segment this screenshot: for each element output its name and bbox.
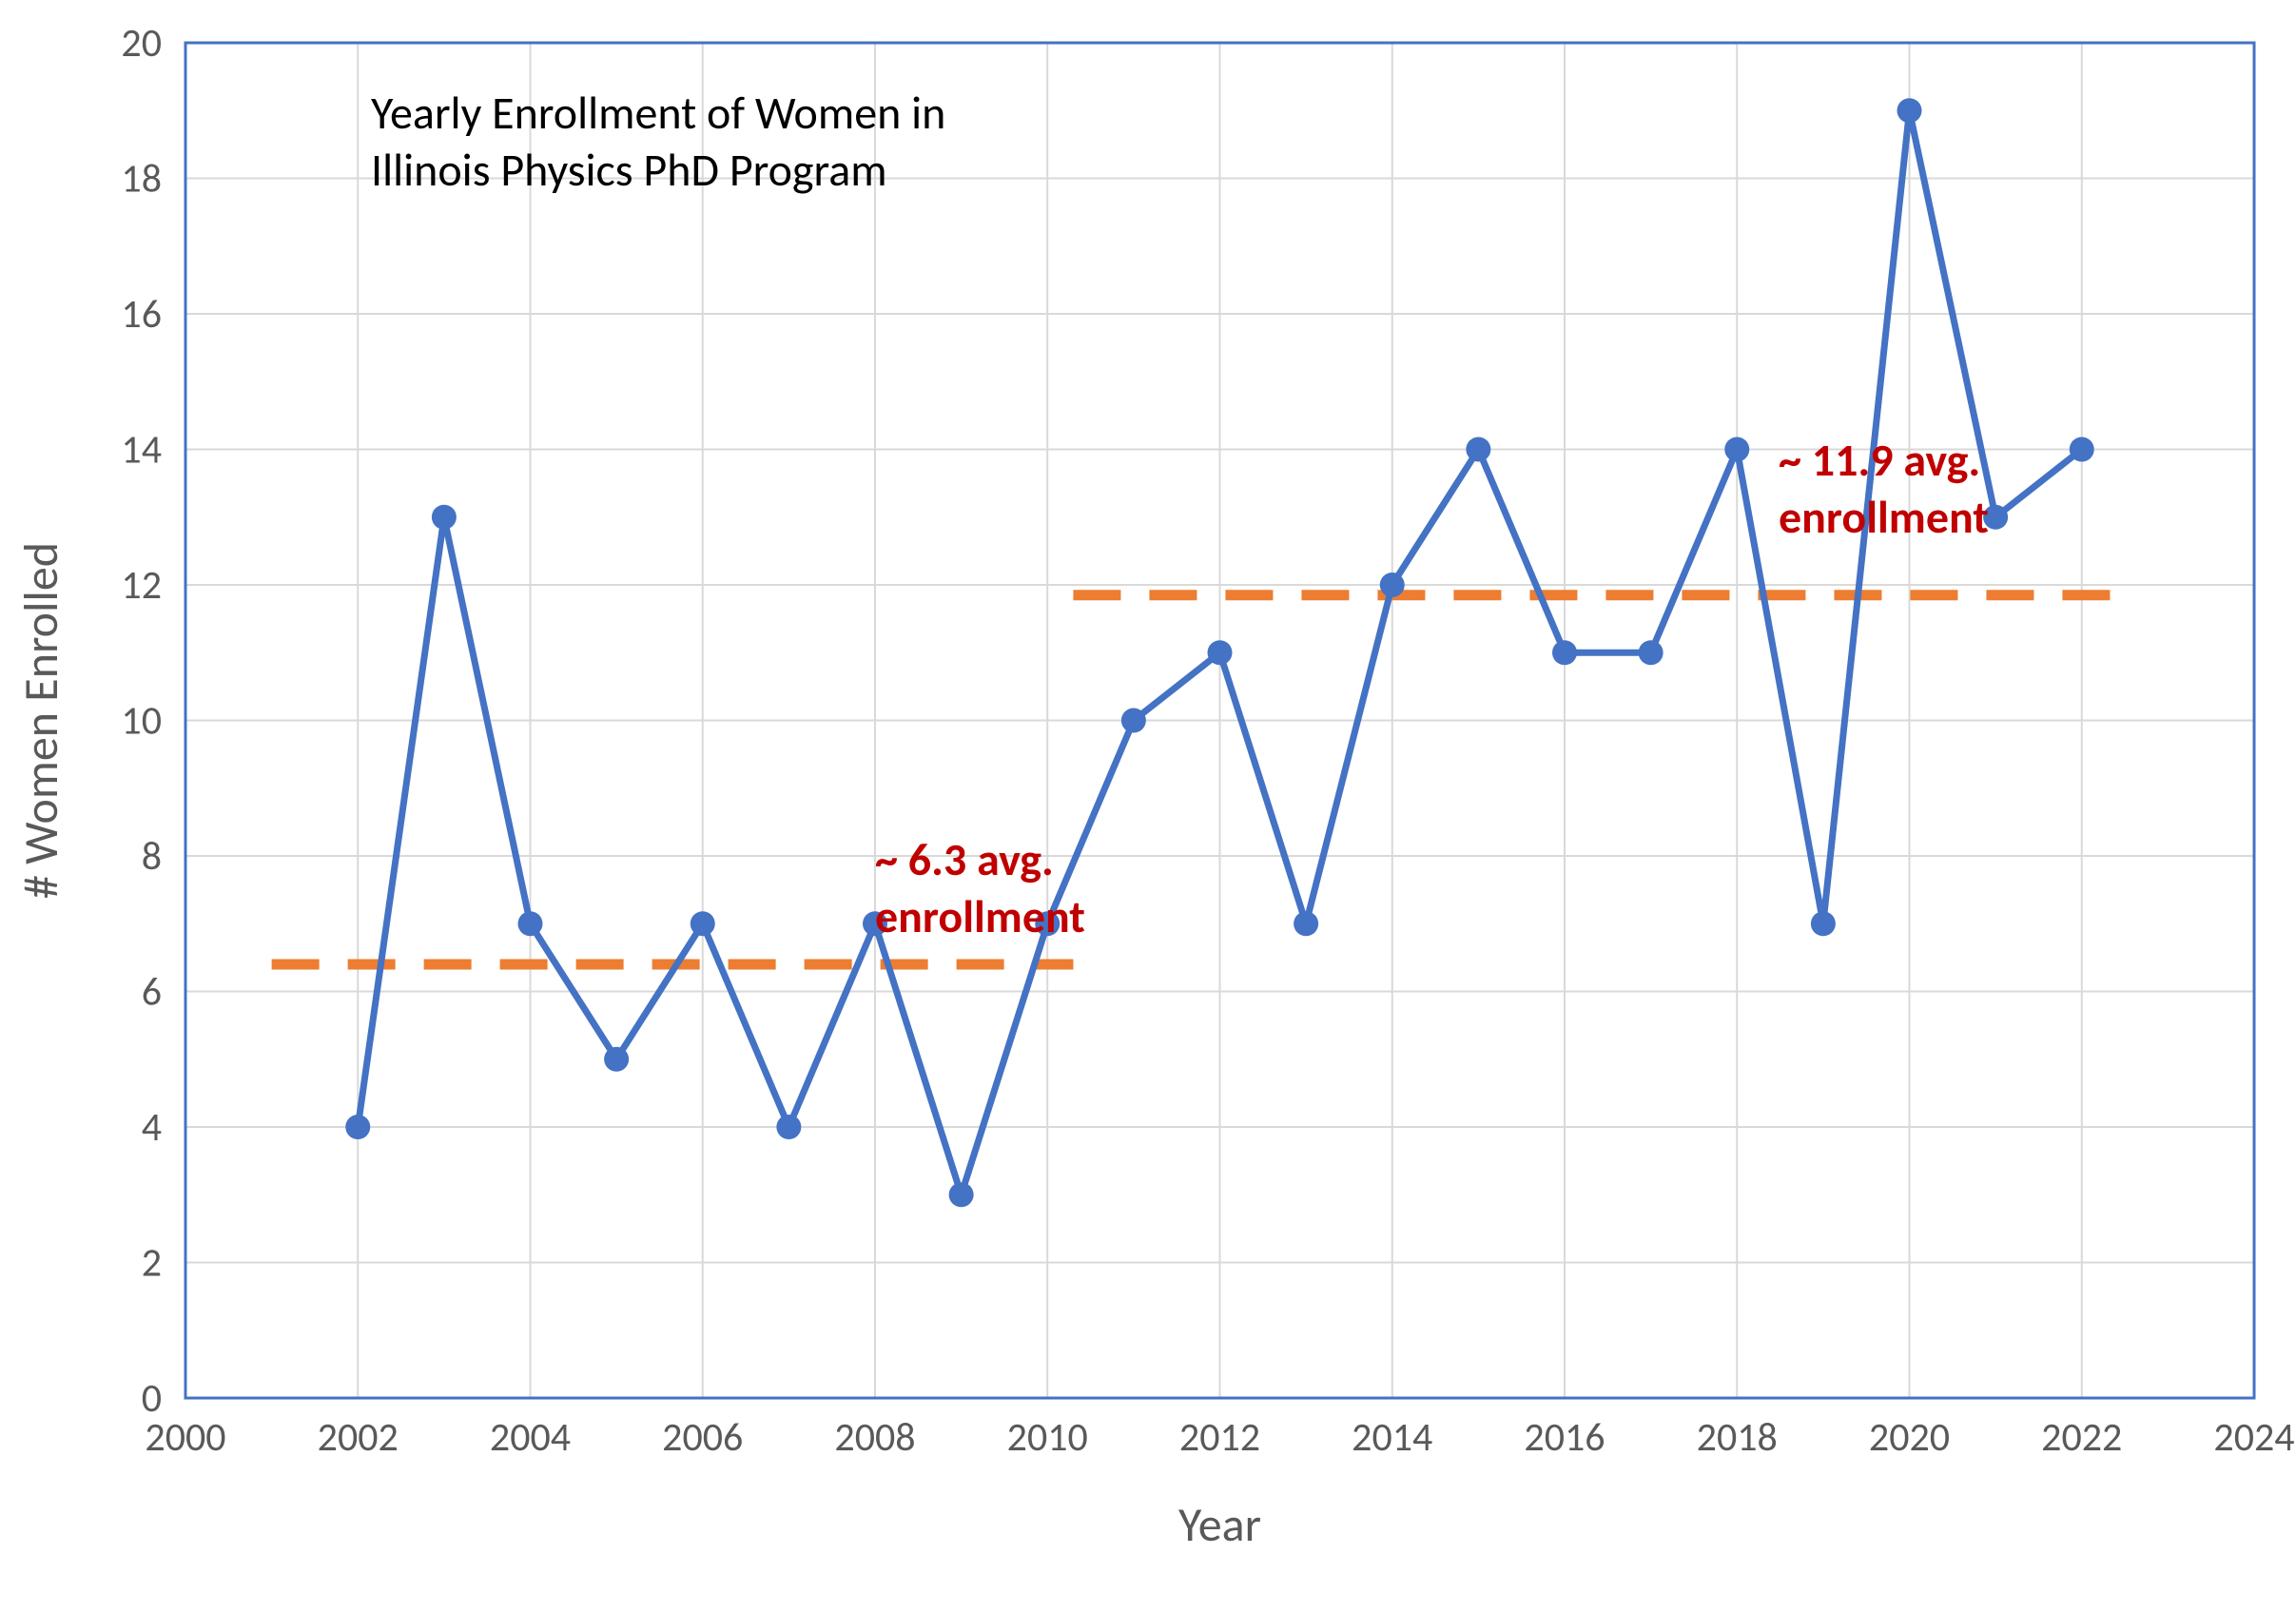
annotation-text: ~ 11.9 avg.enrollment [1779,432,1989,545]
x-tick-label: 2020 [1869,1413,1950,1462]
y-tick-label: 6 [142,968,162,1017]
y-tick-label: 16 [121,290,162,339]
y-tick-label: 2 [142,1239,162,1288]
y-tick-label: 8 [142,832,162,881]
x-axis-title: Year [1178,1496,1261,1554]
data-point [1552,640,1577,665]
chart-container: 2000200220042006200820102012201420162018… [0,0,2296,1612]
chart-title: Yearly Enrollment of Women inIllinois Ph… [371,85,945,198]
data-point [691,911,715,936]
x-tick-label: 2006 [662,1413,743,1462]
data-point [518,911,543,936]
x-tick-label: 2018 [1697,1413,1778,1462]
data-point [1811,911,1836,936]
data-point [1208,640,1233,665]
x-tick-label: 2012 [1179,1413,1260,1462]
x-tick-label: 2008 [834,1413,915,1462]
data-point [345,1115,370,1139]
data-point [432,505,457,530]
annotation-text: ~ 6.3 avg.enrollment [875,831,1085,944]
x-tick-label: 2004 [490,1413,571,1462]
y-tick-label: 18 [121,155,162,204]
data-point [604,1047,629,1072]
y-tick-label: 20 [121,19,162,68]
data-point [1121,709,1146,733]
y-tick-label: 12 [121,561,162,610]
data-point [1724,437,1749,462]
data-point [1639,640,1664,665]
y-tick-label: 0 [142,1374,162,1423]
x-tick-label: 2002 [318,1413,399,1462]
x-tick-label: 2014 [1352,1413,1432,1462]
enrollment-line-chart: 2000200220042006200820102012201420162018… [0,0,2296,1612]
x-tick-label: 2024 [2213,1413,2294,1462]
data-point [1466,437,1490,462]
y-tick-label: 14 [121,426,162,475]
y-axis-title: # Women Enrolled [12,542,70,899]
x-tick-label: 2016 [1524,1413,1605,1462]
y-tick-label: 10 [121,697,162,746]
data-point [1897,98,1922,123]
y-tick-label: 4 [142,1103,162,1152]
x-tick-label: 2010 [1007,1413,1088,1462]
x-tick-label: 2022 [2041,1413,2122,1462]
data-point [949,1182,974,1207]
data-point [776,1115,801,1139]
data-point [2070,437,2094,462]
data-point [1380,573,1405,597]
data-point [1294,911,1318,936]
